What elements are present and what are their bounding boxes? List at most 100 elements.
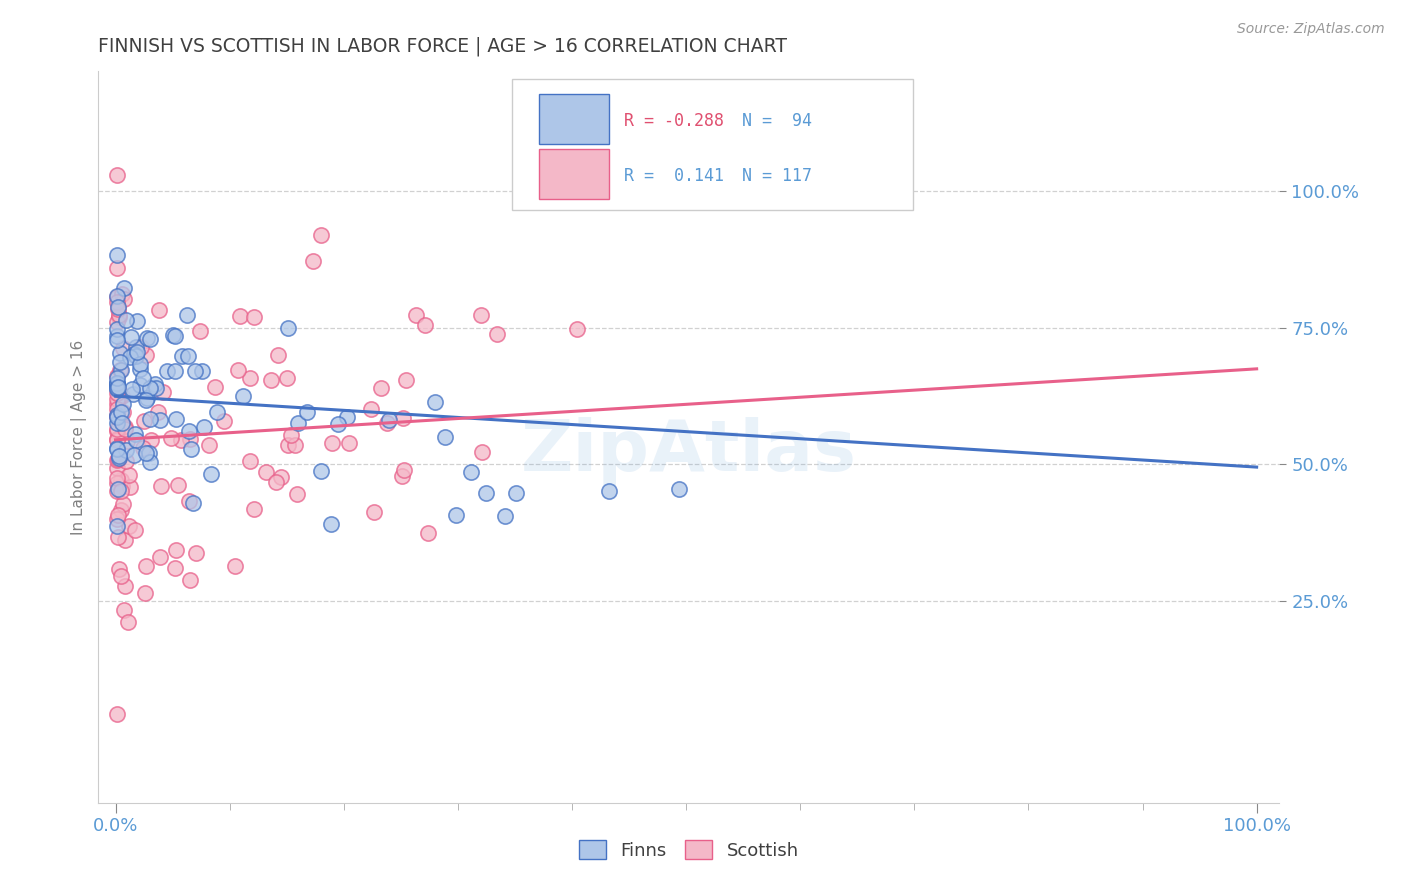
Point xyxy=(118,467,141,482)
Point xyxy=(668,482,690,496)
Point xyxy=(120,480,142,494)
Point xyxy=(105,442,128,456)
Point xyxy=(129,362,152,376)
Point xyxy=(360,402,382,417)
Point xyxy=(108,310,131,324)
Point xyxy=(108,354,131,368)
Point xyxy=(266,475,288,490)
Point xyxy=(149,413,172,427)
Point xyxy=(391,468,413,483)
Point xyxy=(105,408,128,422)
Point xyxy=(105,706,128,721)
Point xyxy=(321,436,343,450)
Point xyxy=(152,384,174,399)
Point xyxy=(105,453,128,467)
Point xyxy=(138,446,160,460)
Point xyxy=(259,373,281,387)
Point xyxy=(105,422,128,436)
Point xyxy=(309,464,332,478)
Point xyxy=(110,416,132,430)
Point xyxy=(105,484,128,499)
Point xyxy=(107,301,129,315)
Point xyxy=(124,349,146,363)
Point xyxy=(337,436,360,450)
Point xyxy=(107,452,129,467)
Point xyxy=(105,289,128,303)
Point xyxy=(176,308,198,322)
Point xyxy=(105,475,128,490)
Point xyxy=(129,340,152,354)
Point xyxy=(598,484,620,499)
Point xyxy=(326,417,349,431)
Point xyxy=(232,389,254,403)
Point xyxy=(111,397,134,411)
Point xyxy=(134,414,156,428)
Point xyxy=(139,455,162,469)
Point xyxy=(138,412,160,426)
Point xyxy=(565,322,588,336)
Point xyxy=(105,379,128,393)
Point xyxy=(370,381,392,395)
Point xyxy=(108,363,131,377)
Point xyxy=(108,309,131,323)
Point xyxy=(105,333,128,347)
Point xyxy=(200,467,222,481)
Point xyxy=(105,371,128,385)
Point xyxy=(105,433,128,447)
Text: FINNISH VS SCOTTISH IN LABOR FORCE | AGE > 16 CORRELATION CHART: FINNISH VS SCOTTISH IN LABOR FORCE | AGE… xyxy=(98,37,787,56)
Point xyxy=(191,364,214,378)
Point xyxy=(117,434,139,449)
Point xyxy=(162,328,184,343)
Point xyxy=(124,523,146,537)
Point xyxy=(115,454,138,468)
Point xyxy=(127,344,149,359)
Point xyxy=(105,290,128,304)
Point xyxy=(224,559,246,574)
Point xyxy=(107,379,129,393)
Point xyxy=(107,508,129,523)
Point xyxy=(105,381,128,395)
Point xyxy=(336,409,359,424)
Point xyxy=(120,350,142,364)
Point xyxy=(242,501,264,516)
Point xyxy=(165,328,187,343)
Point xyxy=(112,497,135,511)
Point xyxy=(105,261,128,276)
Point xyxy=(392,411,415,425)
Point xyxy=(127,313,149,327)
Point xyxy=(139,332,162,346)
Point xyxy=(110,569,132,583)
Point xyxy=(156,364,179,378)
Point xyxy=(198,438,221,452)
Point xyxy=(179,574,201,588)
Point xyxy=(118,519,141,533)
Point xyxy=(128,357,150,371)
Legend: Finns, Scottish: Finns, Scottish xyxy=(572,833,806,867)
Point xyxy=(460,466,482,480)
Point xyxy=(375,416,398,430)
Point xyxy=(285,487,308,501)
Point xyxy=(111,478,134,492)
Point xyxy=(242,310,264,325)
Point xyxy=(105,416,128,430)
Point xyxy=(470,308,492,322)
Point xyxy=(132,371,155,385)
Point xyxy=(110,363,132,377)
Point xyxy=(475,486,498,500)
Point xyxy=(295,405,318,419)
Point xyxy=(277,320,299,334)
Point xyxy=(108,562,131,576)
Point xyxy=(105,376,128,391)
Point xyxy=(188,324,211,338)
Point xyxy=(148,405,170,419)
Point xyxy=(321,517,343,532)
Point xyxy=(111,404,134,418)
Point xyxy=(239,454,262,468)
Point xyxy=(114,579,136,593)
Point xyxy=(107,384,129,398)
Text: ZipAtlas: ZipAtlas xyxy=(522,417,856,486)
Point xyxy=(302,253,325,268)
Point xyxy=(471,444,494,458)
Point xyxy=(105,248,128,262)
Point xyxy=(165,543,187,558)
